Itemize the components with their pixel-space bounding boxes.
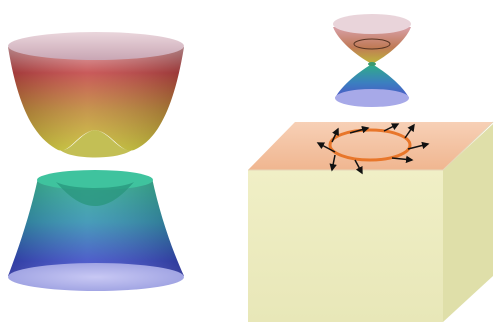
- lower-band-shading: [8, 178, 184, 276]
- dirac-cone-lower-rim: [335, 89, 409, 107]
- surface-dirac-cone: [333, 14, 411, 107]
- dirac-cone-upper: [333, 27, 411, 64]
- lower-band-bottom-rim: [8, 263, 184, 291]
- surface-fermi-circle: [328, 128, 412, 162]
- right-panel: [248, 14, 494, 322]
- spin-arrow: [404, 123, 415, 139]
- dirac-cone-upper-rim: [333, 14, 411, 34]
- block-side-face: [443, 124, 493, 322]
- spin-arrow: [407, 141, 430, 150]
- upper-band-shading: [8, 47, 184, 151]
- dirac-cone-lower: [335, 64, 409, 98]
- spin-arrow: [316, 142, 336, 153]
- lower-band-top-cap: [37, 170, 153, 190]
- dirac-cone-fermi-slice: [353, 38, 391, 50]
- spin-arrow: [349, 125, 370, 134]
- spin-arrow: [383, 123, 400, 132]
- upper-band-rim: [8, 32, 184, 60]
- block-edges: [248, 121, 494, 171]
- spin-arrow: [391, 155, 414, 164]
- spin-momentum-locked-arrows: [316, 123, 430, 175]
- gapped-valence-band: [8, 170, 184, 291]
- spin-arrow: [354, 159, 363, 175]
- spin-arrow: [331, 127, 339, 143]
- lower-band-bump: [56, 182, 134, 206]
- gapped-conduction-band: [8, 32, 184, 158]
- block-top-face: [248, 122, 493, 170]
- dirac-point: [368, 62, 376, 66]
- block-front-face: [248, 170, 443, 322]
- left-panel: [8, 32, 184, 291]
- upper-band-dip: [60, 130, 132, 158]
- topological-insulator-block: [248, 121, 494, 322]
- spin-arrow: [329, 154, 337, 172]
